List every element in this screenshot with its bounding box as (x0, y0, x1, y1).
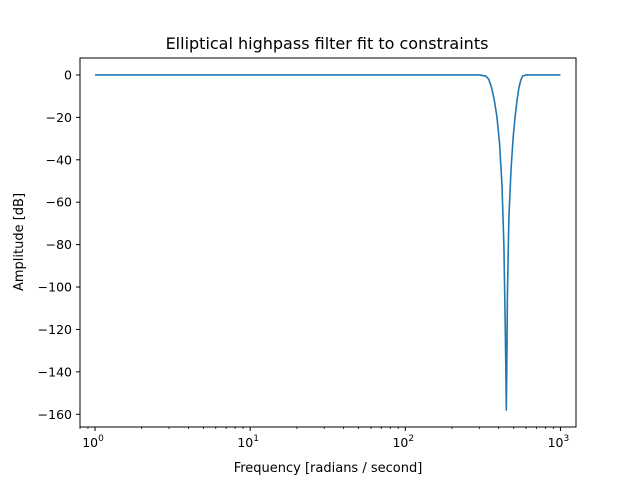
y-axis: 0 −20 −40 −60 −80 −100 −120 −140 −160 (38, 67, 80, 422)
y-axis-label: Amplitude [dB] (12, 193, 27, 291)
y-tick-label: 0 (64, 67, 72, 82)
x-tick-label: 101 (237, 434, 259, 450)
x-axis: 100 101 102 103 (79, 427, 570, 450)
series-line-0 (95, 74, 561, 411)
y-tick-label: −140 (38, 364, 72, 379)
y-tick-label: −20 (46, 110, 72, 125)
y-tick-label: −160 (38, 407, 72, 422)
x-axis-label: Frequency [radians / second] (234, 461, 423, 476)
marks (95, 74, 561, 411)
y-tick-label: −120 (38, 322, 72, 337)
plot-frame (79, 57, 577, 428)
y-tick-label: −40 (46, 152, 72, 167)
x-tick-label: 102 (392, 434, 414, 450)
y-tick-label: −60 (46, 195, 72, 210)
chart-title: Elliptical highpass filter fit to constr… (166, 34, 489, 53)
y-tick-label: −100 (38, 280, 72, 295)
x-tick-label: 103 (548, 434, 570, 450)
plot-area (80, 58, 576, 427)
y-tick-label: −80 (46, 237, 72, 252)
x-tick-label: 100 (82, 434, 104, 450)
